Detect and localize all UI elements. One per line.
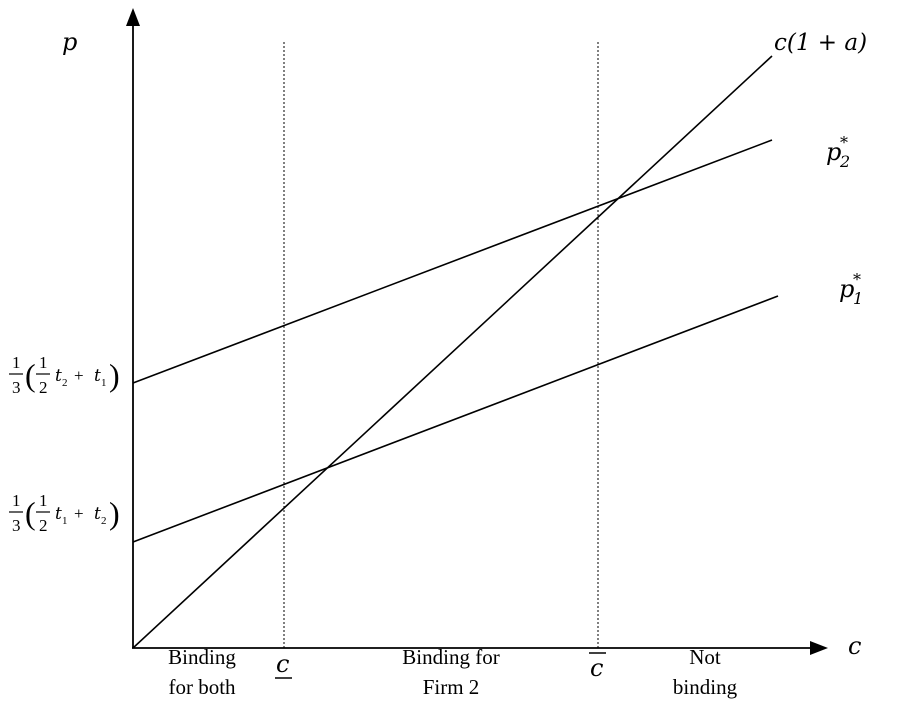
p1-star-sup: * — [853, 270, 861, 289]
lower-plus-sub: 2 — [101, 515, 107, 527]
lower-intercept-label: 1 3 ( 1 2 t 1 + t 2 ) — [9, 491, 120, 535]
lower-plus: + — [74, 504, 84, 523]
y-axis-arrow — [126, 8, 140, 26]
y-axis-label: p — [62, 28, 77, 56]
p1-star-sub: 1 — [853, 289, 863, 308]
x-axis-arrow — [810, 641, 828, 655]
p2-star-label: p 2 * — [826, 133, 850, 171]
lower-inner-var: t — [55, 504, 62, 524]
upper-threshold-symbol: c — [590, 654, 603, 682]
region-not-binding-line1: Not — [689, 645, 721, 669]
cost-line — [132, 55, 773, 649]
upper-plus-var: t — [94, 366, 101, 386]
lower-inner-sub: 1 — [62, 515, 68, 527]
lower-threshold-symbol: c — [276, 650, 289, 678]
region-binding-firm2-line1: Binding for — [402, 645, 499, 669]
upper-intercept-label: 1 3 ( 1 2 t 2 + t 1 ) — [9, 353, 120, 397]
region-binding-firm2-line2: Firm 2 — [423, 675, 480, 699]
region-binding-both-line2: for both — [168, 675, 236, 699]
lower-prefix-den: 3 — [12, 516, 21, 535]
region-binding-both-line1: Binding — [168, 645, 236, 669]
lower-prefix-num: 1 — [12, 491, 21, 510]
lower-threshold-label: c — [275, 650, 292, 679]
upper-inner-num: 1 — [39, 353, 48, 372]
upper-inner-sub: 2 — [62, 377, 68, 389]
upper-close-paren: ) — [109, 357, 120, 393]
upper-open-paren: ( — [25, 357, 36, 393]
lower-close-paren: ) — [109, 495, 120, 531]
p2-star-sub: 2 — [839, 152, 850, 171]
p2-star-line — [132, 139, 773, 384]
lower-open-paren: ( — [25, 495, 36, 531]
upper-plus: + — [74, 366, 84, 385]
upper-inner-den: 2 — [39, 378, 48, 397]
upper-prefix-den: 3 — [12, 378, 21, 397]
p2-star-sup: * — [840, 133, 848, 152]
upper-prefix-num: 1 — [12, 353, 21, 372]
region-binding-firm2: Binding for Firm 2 — [402, 645, 499, 699]
lower-inner-den: 2 — [39, 516, 48, 535]
region-not-binding: Not binding — [673, 645, 738, 699]
upper-threshold-label: c — [589, 652, 606, 682]
p1-star-label: p 1 * — [839, 270, 863, 308]
cost-line-label: c(1 + a) — [774, 30, 867, 56]
upper-inner-var: t — [55, 366, 62, 386]
p1-star-base: p — [839, 275, 854, 303]
lower-plus-var: t — [94, 504, 101, 524]
p1-star-line — [132, 295, 779, 543]
region-binding-both: Binding for both — [168, 645, 236, 699]
p2-star-base: p — [826, 138, 841, 166]
region-not-binding-line2: binding — [673, 675, 738, 699]
upper-plus-sub: 1 — [101, 377, 107, 389]
x-axis-label: c — [848, 632, 861, 660]
lower-inner-num: 1 — [39, 491, 48, 510]
